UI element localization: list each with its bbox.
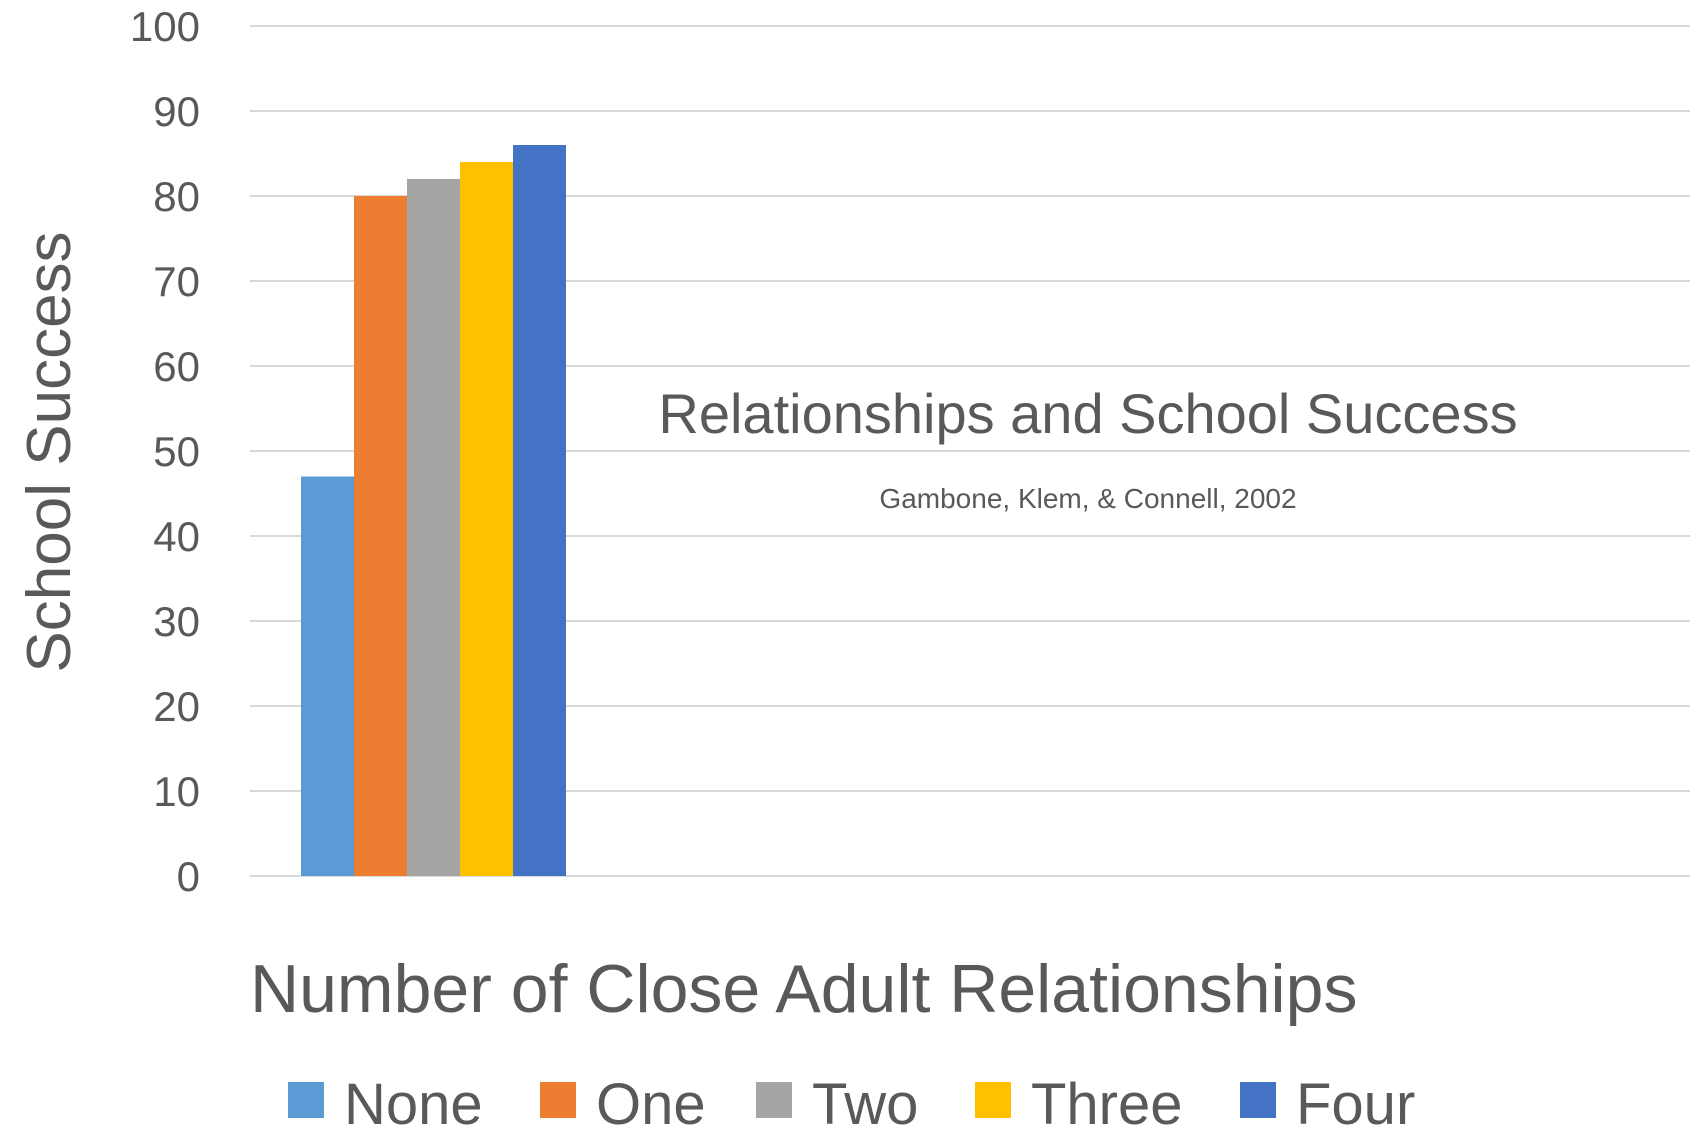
y-axis-ticks: 0 10 20 30 40 50 60 70 80 90 100 [130,3,200,900]
y-tick-label-80: 80 [153,173,200,220]
y-tick-label-20: 20 [153,683,200,730]
legend-swatch-three [975,1082,1011,1118]
legend-label-none: None [344,1072,483,1137]
y-tick-label-10: 10 [153,768,200,815]
y-tick-label-70: 70 [153,258,200,305]
y-tick-label-0: 0 [177,853,200,900]
y-axis-label: School Success [15,231,84,672]
bar-one [354,196,407,876]
bar-two [407,179,460,876]
legend-swatch-two [756,1082,792,1118]
y-tick-label-100: 100 [130,3,200,50]
chart-subtitle: Gambone, Klem, & Connell, 2002 [879,483,1296,514]
legend: None One Two Three Four [288,1072,1415,1137]
bars [301,145,566,876]
y-tick-label-30: 30 [153,598,200,645]
y-tick-label-50: 50 [153,428,200,475]
y-tick-label-40: 40 [153,513,200,560]
legend-swatch-one [540,1082,576,1118]
legend-label-two: Two [812,1072,918,1137]
bar-three [460,162,513,876]
x-axis-label: Number of Close Adult Relationships [250,951,1357,1027]
chart-title: Relationships and School Success [658,382,1517,445]
y-tick-label-60: 60 [153,343,200,390]
bar-four [513,145,566,876]
legend-label-three: Three [1031,1072,1183,1137]
legend-label-one: One [596,1072,706,1137]
bar-none [301,476,354,876]
legend-swatch-four [1240,1082,1276,1118]
legend-label-four: Four [1296,1072,1415,1137]
legend-swatch-none [288,1082,324,1118]
y-tick-label-90: 90 [153,88,200,135]
